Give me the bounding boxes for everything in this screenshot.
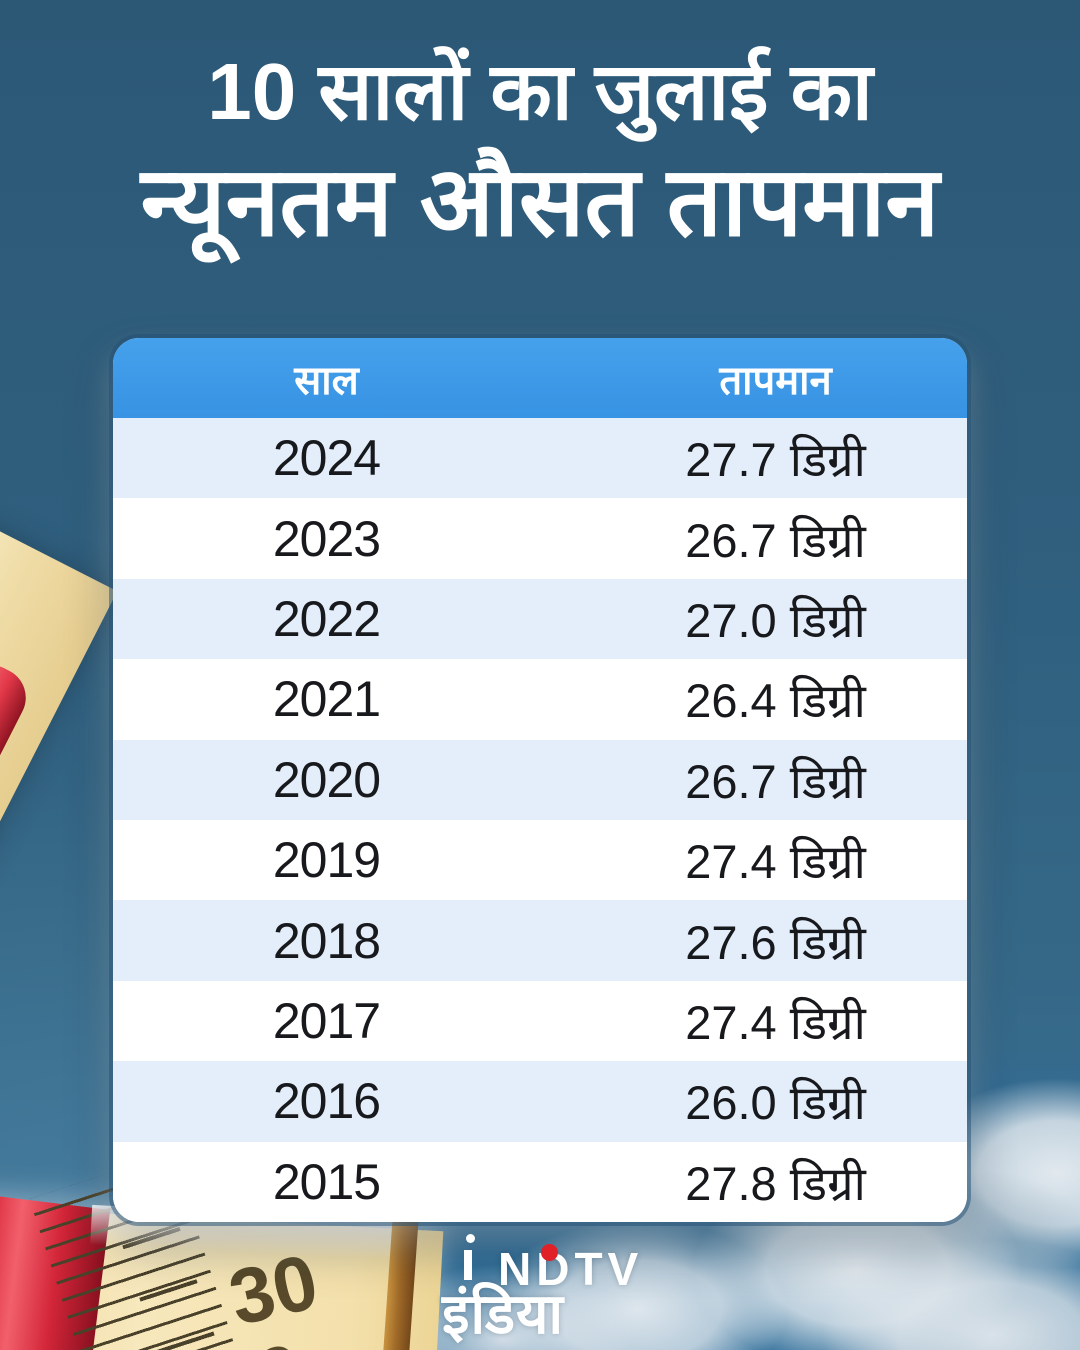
table-row: 2019 27.4 डिग्री xyxy=(113,820,967,901)
temperature-table: साल तापमान 2024 27.7 डिग्री 2023 26.7 डि… xyxy=(113,338,967,1222)
table-row: 2022 27.0 डिग्री xyxy=(113,578,967,660)
table-row: 2020 26.7 डिग्री xyxy=(113,739,967,821)
table-row: 2024 27.7 डिग्री xyxy=(113,418,967,499)
temperature-cell: 26.7 डिग्री xyxy=(685,754,866,808)
devanagari-matra-stroke xyxy=(464,1250,472,1280)
ndtv-red-dot-icon xyxy=(541,1244,558,1261)
scale-number-30: 30 xyxy=(221,1236,326,1343)
table-row: 2023 26.7 डिग्री xyxy=(113,498,967,579)
year-cell: 2016 xyxy=(272,1073,381,1130)
year-cell: 2020 xyxy=(272,751,381,808)
india-text: इंडिया xyxy=(442,1282,564,1345)
table-row: 2018 27.6 डिग्री xyxy=(113,900,967,981)
ndtv-india-logo: NDTV इंडिया xyxy=(442,1234,644,1345)
year-cell: 2018 xyxy=(272,912,381,969)
devanagari-anusvara-dot xyxy=(466,1234,475,1243)
year-cell: 2017 xyxy=(272,993,381,1050)
table-body: 2024 27.7 डिग्री 2023 26.7 डिग्री 2022 2… xyxy=(113,418,967,1222)
temperature-cell: 27.8 डिग्री xyxy=(685,1156,866,1210)
temperature-cell: 27.4 डिग्री xyxy=(685,996,866,1050)
year-cell: 2022 xyxy=(272,591,381,648)
year-cell: 2015 xyxy=(272,1153,381,1210)
table-row: 2015 27.8 डिग्री xyxy=(113,1141,967,1222)
title-line-1: 10 सालों का जुलाई का xyxy=(207,47,873,136)
bottom-thermometer-image: 30 20 xyxy=(0,1152,444,1350)
page-title: 10 सालों का जुलाई का न्यूनतम औसत तापमान xyxy=(0,40,1080,258)
temperature-cell: 27.0 डिग्री xyxy=(685,594,866,648)
temperature-cell: 26.0 डिग्री xyxy=(685,1076,866,1130)
temperature-cell: 26.4 डिग्री xyxy=(685,674,866,728)
year-cell: 2023 xyxy=(272,510,381,567)
ndtv-wordmark: NDTV xyxy=(464,1234,644,1295)
temperature-cell: 27.6 डिग्री xyxy=(685,915,866,969)
year-column-header: साल xyxy=(294,358,359,403)
ndtv-text: NDTV xyxy=(498,1243,644,1295)
year-cell: 2024 xyxy=(272,430,381,487)
temperature-cell: 27.4 डिग्री xyxy=(685,835,866,889)
year-cell: 2021 xyxy=(272,671,381,728)
title-line-2: न्यूनतम औसत तापमान xyxy=(140,147,940,256)
table-header-row: साल तापमान xyxy=(113,338,967,418)
temperature-cell: 27.7 डिग्री xyxy=(685,433,866,487)
table-row: 2017 27.4 डिग्री xyxy=(113,980,967,1062)
temperature-cell: 26.7 डिग्री xyxy=(685,513,866,567)
table-row: 2016 26.0 डिग्री xyxy=(113,1061,967,1142)
celsius-label: °C xyxy=(0,465,9,653)
year-cell: 2019 xyxy=(272,832,381,889)
table-row: 2021 26.4 डिग्री xyxy=(113,659,967,740)
temperature-column-header: तापमान xyxy=(719,358,832,403)
